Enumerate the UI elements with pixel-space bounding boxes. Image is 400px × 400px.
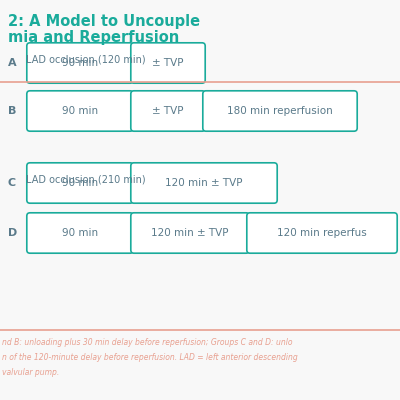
Text: 90 min: 90 min bbox=[62, 228, 98, 238]
Text: A: A bbox=[8, 58, 17, 68]
Text: 2: A Model to Uncouple: 2: A Model to Uncouple bbox=[8, 14, 200, 29]
Text: n of the 120-minute delay before reperfusion. LAD = left anterior descending: n of the 120-minute delay before reperfu… bbox=[2, 353, 298, 362]
Text: 120 min ± TVP: 120 min ± TVP bbox=[165, 178, 243, 188]
Text: 180 min reperfusion: 180 min reperfusion bbox=[227, 106, 333, 116]
Text: ± TVP: ± TVP bbox=[152, 106, 184, 116]
FancyBboxPatch shape bbox=[131, 163, 277, 203]
Text: 120 min ± TVP: 120 min ± TVP bbox=[151, 228, 229, 238]
Text: 90 min: 90 min bbox=[62, 178, 98, 188]
FancyBboxPatch shape bbox=[131, 213, 249, 253]
FancyBboxPatch shape bbox=[131, 91, 205, 131]
Text: 90 min: 90 min bbox=[62, 106, 98, 116]
Text: B: B bbox=[8, 106, 16, 116]
Text: nd B: unloading plus 30 min delay before reperfusion; Groups C and D: unlo: nd B: unloading plus 30 min delay before… bbox=[2, 338, 292, 347]
FancyBboxPatch shape bbox=[27, 91, 133, 131]
FancyBboxPatch shape bbox=[131, 43, 205, 83]
FancyBboxPatch shape bbox=[247, 213, 397, 253]
FancyBboxPatch shape bbox=[203, 91, 357, 131]
Text: ± TVP: ± TVP bbox=[152, 58, 184, 68]
Text: 90 min: 90 min bbox=[62, 58, 98, 68]
Text: mia and Reperfusion: mia and Reperfusion bbox=[8, 30, 179, 45]
FancyBboxPatch shape bbox=[27, 43, 133, 83]
FancyBboxPatch shape bbox=[27, 213, 133, 253]
Text: valvular pump.: valvular pump. bbox=[2, 368, 59, 378]
FancyBboxPatch shape bbox=[27, 163, 133, 203]
Text: LAD occlusion (210 min): LAD occlusion (210 min) bbox=[26, 174, 146, 184]
Text: LAD occlusion (120 min): LAD occlusion (120 min) bbox=[26, 54, 146, 64]
Text: C: C bbox=[8, 178, 16, 188]
Text: 120 min reperfus: 120 min reperfus bbox=[277, 228, 367, 238]
Text: D: D bbox=[8, 228, 17, 238]
